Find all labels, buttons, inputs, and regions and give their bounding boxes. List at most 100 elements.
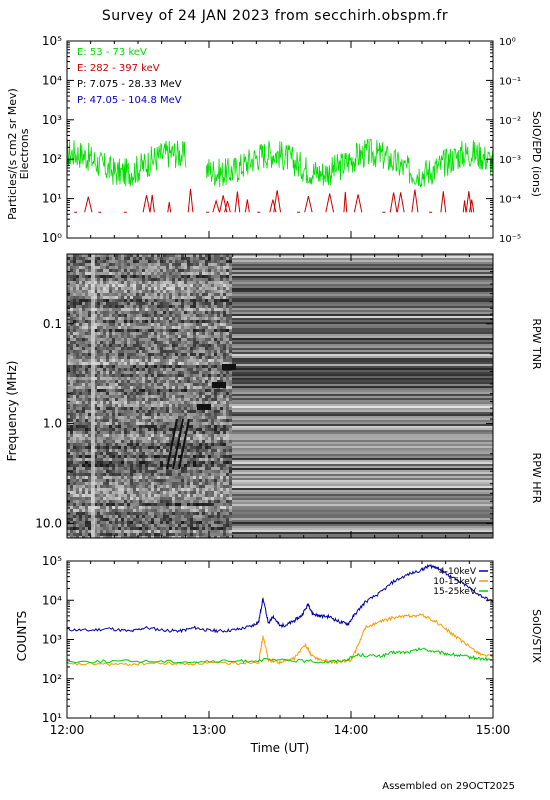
spectrogram-cell bbox=[166, 362, 169, 365]
spectrogram-cell bbox=[184, 515, 187, 518]
spectrogram-cell bbox=[211, 440, 214, 443]
spectrogram-cell bbox=[88, 401, 91, 404]
spectrogram-cell bbox=[106, 275, 109, 278]
spectrogram-cell bbox=[202, 446, 205, 449]
spectrogram-cell bbox=[142, 434, 145, 437]
spectrogram-cell bbox=[172, 515, 175, 518]
spectrogram-cell bbox=[136, 425, 139, 428]
spectrogram-cell bbox=[202, 275, 205, 278]
spectrogram-cell bbox=[109, 440, 112, 443]
spectrogram-cell bbox=[130, 401, 133, 404]
spectrogram-cell bbox=[181, 479, 184, 482]
spectrogram-cell bbox=[187, 395, 190, 398]
spectrogram-cell bbox=[184, 389, 187, 392]
spectrogram-cell bbox=[145, 461, 148, 464]
spectrogram-cell bbox=[70, 353, 73, 356]
spectrogram-cell bbox=[181, 347, 184, 350]
spectrogram-cell bbox=[106, 308, 109, 311]
spectrogram-cell bbox=[115, 476, 118, 479]
spectrogram-cell bbox=[187, 386, 190, 389]
spectrogram-cell bbox=[148, 365, 151, 368]
spectrogram-cell bbox=[67, 371, 70, 374]
spectrogram-cell bbox=[211, 359, 214, 362]
spectrogram-cell bbox=[145, 497, 148, 500]
spectrogram-cell bbox=[190, 404, 193, 407]
spectrogram-cell bbox=[100, 257, 103, 260]
spectrogram-cell bbox=[118, 275, 121, 278]
spectrogram-cell bbox=[163, 290, 166, 293]
spectrogram-cell bbox=[223, 500, 226, 503]
spectrogram-cell bbox=[166, 458, 169, 461]
spectrogram-cell bbox=[220, 464, 223, 467]
spectrogram-cell bbox=[130, 347, 133, 350]
spectrogram-cell bbox=[187, 305, 190, 308]
spectrogram-cell bbox=[211, 458, 214, 461]
spectrogram-cell bbox=[133, 332, 136, 335]
spectrogram-cell bbox=[103, 419, 106, 422]
spectrogram-cell bbox=[223, 290, 226, 293]
spectrogram-cell bbox=[199, 470, 202, 473]
spectrogram-cell bbox=[181, 359, 184, 362]
spectrogram-cell bbox=[184, 380, 187, 383]
spectrogram-cell bbox=[103, 269, 106, 272]
spectrogram-cell bbox=[136, 491, 139, 494]
spectrogram-cell bbox=[172, 428, 175, 431]
spectrogram-cell bbox=[181, 284, 184, 287]
spectrogram-cell bbox=[163, 260, 166, 263]
spectrogram-cell bbox=[121, 476, 124, 479]
spectrogram-cell bbox=[172, 290, 175, 293]
spectrogram-cell bbox=[178, 449, 181, 452]
spectrogram-cell bbox=[94, 335, 97, 338]
spectrogram-cell bbox=[187, 485, 190, 488]
spectrogram-cell bbox=[163, 377, 166, 380]
spectrogram-cell bbox=[73, 359, 76, 362]
spectrogram-cell bbox=[163, 266, 166, 269]
spectrogram-cell bbox=[73, 254, 76, 257]
spectrogram-cell bbox=[85, 419, 88, 422]
spectrogram-cell bbox=[190, 392, 193, 395]
spectrogram-cell bbox=[76, 290, 79, 293]
spectrogram-cell bbox=[82, 518, 85, 521]
spectrogram-cell bbox=[97, 401, 100, 404]
spectrogram-cell bbox=[223, 434, 226, 437]
spectrogram-cell bbox=[103, 413, 106, 416]
spectrogram-cell bbox=[154, 461, 157, 464]
spectrogram-cell bbox=[103, 401, 106, 404]
spectrogram-cell bbox=[73, 353, 76, 356]
spectrogram-cell bbox=[178, 395, 181, 398]
spectrogram-cell bbox=[187, 515, 190, 518]
spectrogram-cell bbox=[70, 290, 73, 293]
spectrogram-cell bbox=[217, 323, 220, 326]
spectrogram-cell bbox=[163, 332, 166, 335]
spectrogram-cell bbox=[82, 320, 85, 323]
spectrogram-cell bbox=[190, 398, 193, 401]
spectrogram-cell bbox=[157, 419, 160, 422]
spectrogram-cell bbox=[97, 341, 100, 344]
spectrogram-cell bbox=[199, 383, 202, 386]
spectrogram-cell bbox=[85, 326, 88, 329]
spectrogram-cell bbox=[148, 485, 151, 488]
spectrogram-cell bbox=[169, 401, 172, 404]
spectrogram-cell bbox=[100, 491, 103, 494]
spectrogram-cell bbox=[124, 278, 127, 281]
spectrogram-cell bbox=[124, 488, 127, 491]
spectrogram-cell bbox=[103, 326, 106, 329]
spectrogram-cell bbox=[157, 320, 160, 323]
spectrogram-cell bbox=[127, 320, 130, 323]
spectrogram-cell bbox=[196, 401, 199, 404]
spectrogram-cell bbox=[139, 398, 142, 401]
spectrogram-cell bbox=[94, 503, 97, 506]
spectrogram-cell bbox=[133, 464, 136, 467]
spectrogram-cell bbox=[154, 308, 157, 311]
spectrogram-cell bbox=[94, 281, 97, 284]
spectrogram-cell bbox=[118, 515, 121, 518]
spectrogram-cell bbox=[112, 254, 115, 257]
spectrogram-cell bbox=[208, 326, 211, 329]
spectrogram-cell bbox=[202, 254, 205, 257]
spectrogram-cell bbox=[142, 506, 145, 509]
spectrogram-cell bbox=[127, 395, 130, 398]
spectrogram-cell bbox=[184, 344, 187, 347]
spectrogram-cell bbox=[145, 356, 148, 359]
spectrogram-cell bbox=[184, 368, 187, 371]
spectrogram-cell bbox=[100, 341, 103, 344]
